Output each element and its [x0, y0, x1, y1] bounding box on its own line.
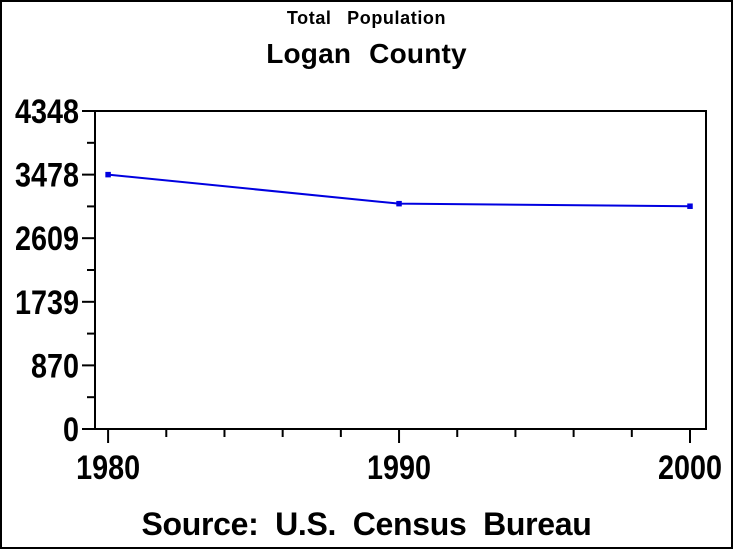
source-footnote: Source: U.S. Census Bureau	[141, 506, 592, 542]
x-tick-label: 1990	[367, 449, 431, 487]
x-tick-label: 2000	[658, 449, 722, 487]
y-tick-label: 870	[31, 347, 79, 385]
plot-frame	[94, 110, 707, 430]
y-tick-label: 3478	[15, 157, 79, 195]
y-axis: 0 870 1739 2609 3478 4348	[15, 93, 95, 449]
data-point-marker	[396, 200, 402, 207]
data-points	[105, 171, 693, 209]
chart-subtitle: Logan County	[266, 38, 467, 69]
y-tick-label: 0	[63, 411, 79, 449]
data-point-marker	[105, 171, 111, 178]
y-tick-label: 1739	[15, 284, 79, 322]
x-axis: 1980 1990 2000	[76, 429, 722, 487]
chart-title: Total Population	[286, 8, 447, 28]
x-tick-label: 1980	[76, 449, 140, 487]
data-point-marker	[687, 203, 693, 209]
y-tick-label: 2609	[15, 220, 79, 258]
y-tick-label: 4348	[15, 93, 79, 131]
